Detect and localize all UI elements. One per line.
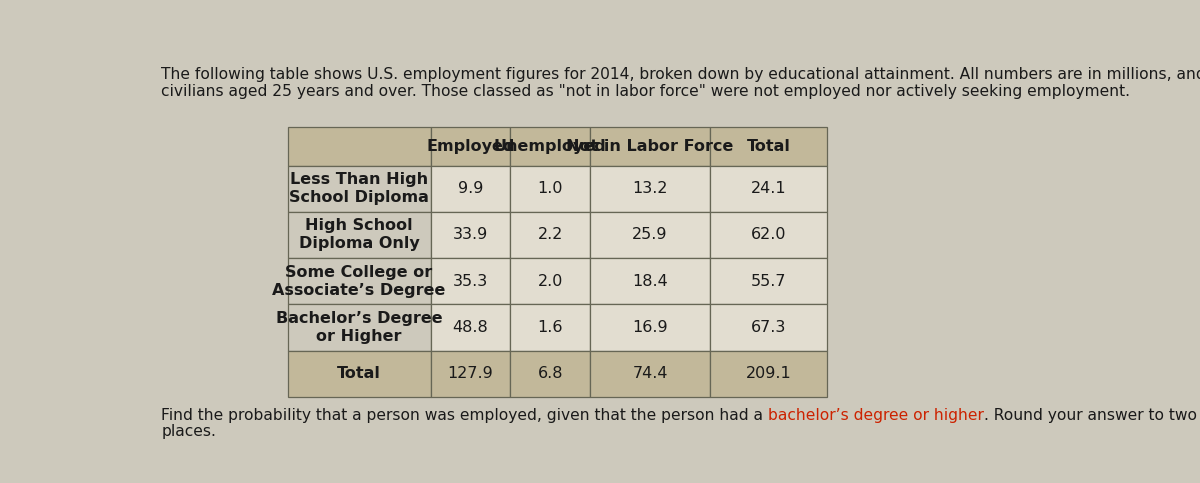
Bar bbox=[288, 166, 431, 212]
Text: Total: Total bbox=[746, 139, 791, 154]
Text: Total: Total bbox=[337, 367, 382, 382]
Bar bbox=[510, 304, 590, 351]
Text: Find the probability that a person was employed, given that the person had a: Find the probability that a person was e… bbox=[161, 408, 768, 423]
Bar bbox=[710, 166, 827, 212]
Text: 67.3: 67.3 bbox=[751, 320, 786, 335]
Bar bbox=[510, 351, 590, 397]
Bar bbox=[590, 351, 710, 397]
Bar bbox=[288, 127, 431, 166]
Text: Not in Labor Force: Not in Labor Force bbox=[566, 139, 734, 154]
Text: High School
Diploma Only: High School Diploma Only bbox=[299, 218, 420, 252]
Text: 209.1: 209.1 bbox=[745, 367, 791, 382]
Text: Less Than High
School Diploma: Less Than High School Diploma bbox=[289, 172, 430, 205]
Text: 25.9: 25.9 bbox=[632, 227, 668, 242]
Text: 1.0: 1.0 bbox=[538, 181, 563, 196]
Text: Bachelor’s Degree
or Higher: Bachelor’s Degree or Higher bbox=[276, 311, 443, 344]
Text: bachelor’s degree or higher: bachelor’s degree or higher bbox=[768, 408, 984, 423]
Text: 2.0: 2.0 bbox=[538, 274, 563, 289]
Text: . Round your answer to two decimal: . Round your answer to two decimal bbox=[984, 408, 1200, 423]
Text: 2.2: 2.2 bbox=[538, 227, 563, 242]
Text: 1.6: 1.6 bbox=[538, 320, 563, 335]
Bar bbox=[431, 212, 510, 258]
Bar bbox=[510, 212, 590, 258]
Text: 35.3: 35.3 bbox=[452, 274, 488, 289]
Bar bbox=[288, 304, 431, 351]
Bar bbox=[431, 127, 510, 166]
Text: 9.9: 9.9 bbox=[458, 181, 484, 196]
Text: 13.2: 13.2 bbox=[632, 181, 668, 196]
Text: 127.9: 127.9 bbox=[448, 367, 493, 382]
Text: 24.1: 24.1 bbox=[751, 181, 786, 196]
Bar bbox=[510, 127, 590, 166]
Bar bbox=[590, 127, 710, 166]
Text: 6.8: 6.8 bbox=[538, 367, 563, 382]
Bar bbox=[710, 258, 827, 304]
Bar bbox=[510, 258, 590, 304]
Text: 74.4: 74.4 bbox=[632, 367, 668, 382]
Text: 62.0: 62.0 bbox=[751, 227, 786, 242]
Bar bbox=[431, 166, 510, 212]
Text: The following table shows U.S. employment figures for 2014, broken down by educa: The following table shows U.S. employmen… bbox=[161, 67, 1200, 82]
Text: Unemployed: Unemployed bbox=[494, 139, 607, 154]
Bar bbox=[710, 304, 827, 351]
Text: Employed: Employed bbox=[426, 139, 515, 154]
Bar bbox=[710, 212, 827, 258]
Bar bbox=[431, 351, 510, 397]
Bar bbox=[590, 258, 710, 304]
Bar bbox=[590, 304, 710, 351]
Bar bbox=[288, 258, 431, 304]
Text: 55.7: 55.7 bbox=[751, 274, 786, 289]
Text: 16.9: 16.9 bbox=[632, 320, 668, 335]
Bar bbox=[431, 304, 510, 351]
Text: places.: places. bbox=[161, 424, 216, 440]
Text: 48.8: 48.8 bbox=[452, 320, 488, 335]
Bar bbox=[431, 258, 510, 304]
Bar bbox=[590, 212, 710, 258]
Text: civilians aged 25 years and over. Those classed as "not in labor force" were not: civilians aged 25 years and over. Those … bbox=[161, 84, 1130, 99]
Text: 33.9: 33.9 bbox=[452, 227, 488, 242]
Bar bbox=[710, 351, 827, 397]
Text: 18.4: 18.4 bbox=[632, 274, 668, 289]
Text: Some College or
Associate’s Degree: Some College or Associate’s Degree bbox=[272, 265, 445, 298]
Bar bbox=[510, 166, 590, 212]
Bar bbox=[288, 351, 431, 397]
Bar bbox=[288, 212, 431, 258]
Bar bbox=[710, 127, 827, 166]
Bar bbox=[590, 166, 710, 212]
